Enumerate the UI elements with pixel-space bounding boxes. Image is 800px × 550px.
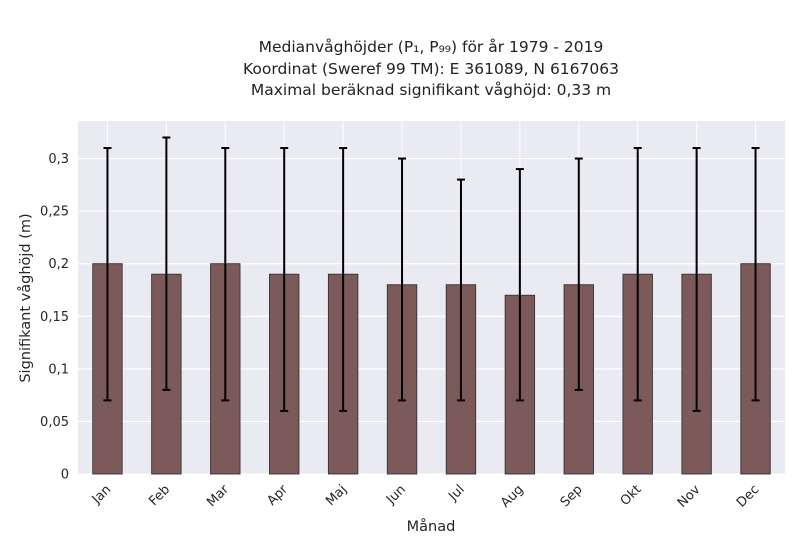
plot-area	[78, 121, 785, 474]
x-tick-label: Maj	[323, 482, 350, 509]
y-tick-label: 0	[61, 468, 69, 483]
error-bar	[633, 147, 642, 402]
y-tick-labels: 0 0,05 0,1 0,15 0,2 0,25 0,3	[40, 152, 69, 482]
x-tick-label: Jul	[445, 482, 467, 504]
x-tick-label: Nov	[675, 482, 704, 511]
error-bar	[515, 168, 524, 402]
error-bar	[398, 157, 407, 402]
title-line-1: Medianvåghöjder (P₁, P₉₉) för år 1979 - …	[259, 38, 604, 56]
y-tick-label: 0,15	[40, 310, 69, 325]
y-tick-label: 0,1	[48, 362, 69, 377]
error-bar	[162, 136, 171, 391]
x-tick-label: Aug	[498, 482, 527, 511]
x-tick-label: Jan	[89, 482, 114, 507]
x-tick-label: Mar	[204, 482, 232, 510]
error-bar	[280, 147, 289, 412]
y-tick-label: 0,2	[48, 257, 69, 272]
error-bar	[339, 147, 348, 412]
error-bar	[221, 147, 230, 402]
y-tick-label: 0,05	[40, 415, 69, 430]
y-tick-label: 0,25	[40, 205, 69, 220]
chart-title: Medianvåghöjder (P₁, P₉₉) för år 1979 - …	[243, 38, 619, 99]
x-tick-label: Jun	[383, 482, 409, 508]
title-line-3: Maximal beräknad signifikant våghöjd: 0,…	[251, 81, 611, 99]
x-tick-label: Dec	[734, 482, 762, 510]
x-tick-labels: Jan Feb Mar Apr Maj Jun Jul Aug Sep Okt Nov Dec	[89, 482, 763, 511]
x-tick-label: Feb	[146, 482, 173, 509]
error-bar	[751, 147, 760, 402]
error-bars	[103, 136, 760, 412]
x-axis-label: Månad	[407, 518, 456, 535]
y-axis-label: Signifikant våghöjd (m)	[17, 213, 34, 382]
error-bar	[574, 157, 583, 391]
x-tick-label: Sep	[558, 482, 586, 510]
error-bar	[692, 147, 701, 412]
title-line-2: Koordinat (Sweref 99 TM): E 361089, N 61…	[243, 60, 619, 78]
error-bar	[103, 147, 112, 402]
y-tick-label: 0,3	[48, 152, 69, 167]
x-tick-label: Apr	[265, 482, 292, 509]
x-tick-label: Okt	[618, 482, 645, 509]
error-bar	[456, 178, 465, 402]
